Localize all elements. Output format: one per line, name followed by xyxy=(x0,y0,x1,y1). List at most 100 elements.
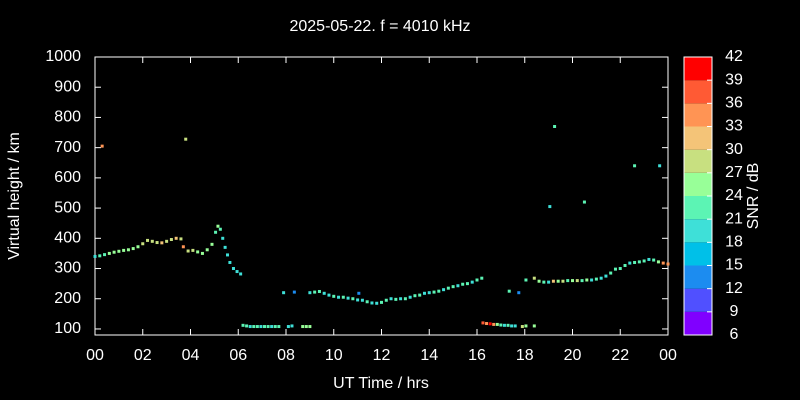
data-point xyxy=(216,224,220,228)
data-point xyxy=(196,250,200,254)
colorbar-tick-label: 33 xyxy=(725,118,743,135)
data-point xyxy=(442,288,446,292)
data-point xyxy=(524,278,528,282)
data-point xyxy=(141,242,145,246)
data-point xyxy=(327,293,331,297)
data-point xyxy=(495,322,499,326)
data-point xyxy=(389,297,393,301)
data-point xyxy=(184,137,188,141)
data-point xyxy=(510,324,514,328)
data-point xyxy=(360,298,364,302)
data-point xyxy=(506,323,510,327)
data-point xyxy=(103,253,107,257)
data-point xyxy=(341,295,345,299)
data-point xyxy=(399,297,403,301)
data-point xyxy=(98,254,102,258)
data-point xyxy=(548,205,552,209)
colorbar-block xyxy=(684,219,712,243)
data-point xyxy=(456,284,460,288)
x-axis-label: UT Time / hrs xyxy=(333,375,429,392)
plot-frame xyxy=(94,56,669,336)
colorbar-block xyxy=(684,103,712,127)
data-point xyxy=(520,325,524,329)
data-point xyxy=(418,293,422,297)
data-point xyxy=(155,241,159,245)
data-point xyxy=(394,297,398,301)
data-point xyxy=(200,251,204,255)
data-point xyxy=(282,291,286,295)
colorbar-tick-label: 36 xyxy=(725,95,743,112)
data-point xyxy=(652,258,656,262)
data-point xyxy=(475,278,479,282)
data-point xyxy=(191,248,195,252)
chart-title: 2025-05-22. f = 4010 kHz xyxy=(289,18,470,35)
data-point xyxy=(263,325,267,329)
data-point xyxy=(594,277,598,281)
data-point xyxy=(126,248,130,252)
data-point xyxy=(332,294,336,298)
data-point xyxy=(221,236,225,240)
data-point xyxy=(403,297,407,301)
data-point xyxy=(245,324,249,328)
data-point xyxy=(337,295,341,299)
data-point xyxy=(582,200,586,204)
data-point xyxy=(210,242,214,246)
colorbar-block xyxy=(684,172,712,196)
data-point xyxy=(451,285,455,289)
x-tick-label: 22 xyxy=(611,347,629,364)
data-point xyxy=(181,245,185,249)
data-point xyxy=(174,236,178,240)
data-point xyxy=(122,248,126,252)
data-point xyxy=(513,324,517,328)
data-point xyxy=(308,291,312,295)
colorbar-tick-label: 42 xyxy=(725,48,743,65)
data-point xyxy=(485,322,489,326)
data-point xyxy=(205,248,209,252)
data-point xyxy=(214,230,218,234)
data-point xyxy=(656,260,660,264)
x-tick-label: 10 xyxy=(325,347,343,364)
data-point xyxy=(556,279,560,283)
colorbar-tick-label: 21 xyxy=(725,210,743,227)
colorbar-tick-label: 18 xyxy=(725,234,743,251)
y-axis-label: Virtual height / km xyxy=(6,132,23,260)
data-point xyxy=(633,164,637,168)
data-point xyxy=(317,289,321,293)
data-point xyxy=(618,267,622,271)
x-tick-label: 18 xyxy=(516,347,534,364)
data-point xyxy=(304,325,308,329)
data-point xyxy=(186,249,190,253)
colorbar-label: SNR / dB xyxy=(745,163,762,230)
data-point xyxy=(356,298,360,302)
data-point xyxy=(609,271,613,275)
data-point xyxy=(93,254,97,258)
data-point xyxy=(633,260,637,264)
data-point xyxy=(248,325,252,329)
data-point xyxy=(566,279,570,283)
data-point xyxy=(599,276,603,280)
data-point xyxy=(553,125,557,128)
colorbar-block xyxy=(684,288,712,312)
data-point xyxy=(100,144,104,148)
data-point xyxy=(517,291,521,295)
colorbar-tick-label: 9 xyxy=(730,303,739,320)
x-tick-label: 14 xyxy=(420,347,438,364)
data-point xyxy=(571,279,574,283)
y-tick-label: 200 xyxy=(54,290,81,307)
data-point xyxy=(273,325,277,329)
data-point xyxy=(658,164,662,168)
data-point xyxy=(532,324,536,328)
data-point xyxy=(357,291,361,295)
y-tick-label: 300 xyxy=(54,260,81,277)
data-point xyxy=(580,279,584,283)
data-point xyxy=(218,227,222,231)
data-point xyxy=(136,245,140,249)
data-point xyxy=(270,325,274,329)
colorbar-block xyxy=(684,57,712,81)
data-point xyxy=(422,291,426,295)
data-point xyxy=(408,295,412,299)
colorbar-block xyxy=(684,196,712,220)
data-point xyxy=(308,325,312,329)
y-tick-label: 700 xyxy=(54,139,81,156)
data-point xyxy=(384,298,388,302)
